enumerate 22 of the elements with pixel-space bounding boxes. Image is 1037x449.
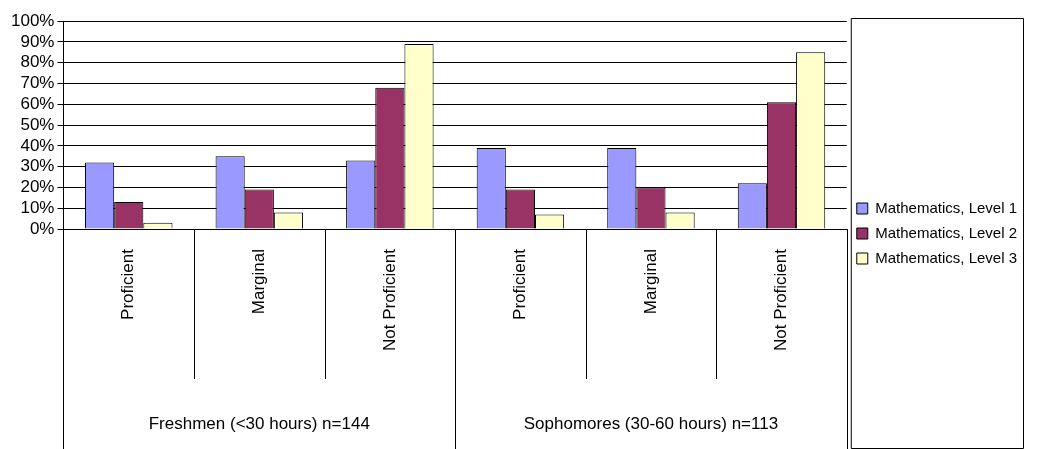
y-tick-label: 90%	[20, 31, 55, 51]
y-tick-label: 20%	[20, 177, 55, 197]
y-tick-label: 100%	[11, 10, 55, 30]
x-tick-label: Not Proficient	[379, 248, 399, 352]
y-tick-label: 10%	[20, 197, 55, 217]
y-tick-label: 80%	[20, 52, 55, 72]
x-tick-label: Marginal	[248, 249, 268, 315]
y-tick-label: 60%	[20, 94, 55, 114]
y-tick-label: 40%	[20, 135, 55, 155]
text: Freshmen (<30 hours) n=144	[148, 413, 370, 433]
text: Sophomores (30-60 hours) n=113	[523, 413, 779, 433]
legend-label: Mathematics, Level 3	[875, 248, 1017, 266]
legend-label: Mathematics, Level 2	[875, 223, 1017, 241]
legend-label: Mathematics, Level 1	[875, 198, 1017, 216]
y-tick-label: 50%	[20, 114, 55, 134]
x-tick-label: Marginal	[640, 249, 660, 315]
y-tick-label: 30%	[20, 156, 55, 176]
y-tick-label: 70%	[20, 73, 55, 93]
y-tick-label: 0%	[29, 218, 55, 238]
x-tick-label: Proficient	[118, 248, 138, 320]
x-tick-label: Proficient	[510, 248, 530, 320]
x-tick-label: Not Proficient	[771, 248, 791, 352]
